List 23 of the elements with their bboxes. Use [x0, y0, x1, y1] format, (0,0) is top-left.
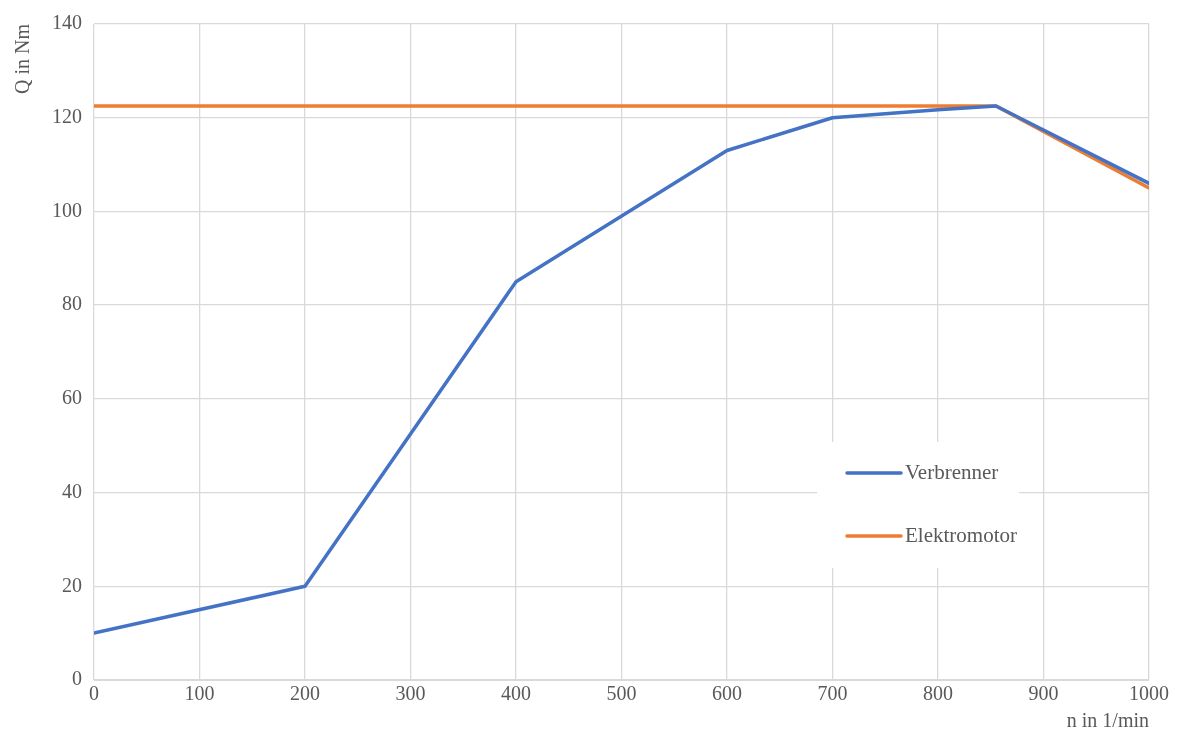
- x-tick-label: 400: [501, 682, 531, 705]
- y-tick-label: 100: [52, 198, 82, 221]
- x-tick-label: 900: [1028, 682, 1059, 705]
- y-tick-label: 40: [62, 479, 82, 502]
- y-tick-label: 80: [62, 292, 82, 315]
- legend-label: Verbrenner: [905, 459, 999, 484]
- y-tick-label: 0: [72, 667, 82, 690]
- x-axis-title: n in 1/min: [1066, 709, 1149, 732]
- x-tick-label: 200: [290, 682, 320, 705]
- x-tick-label: 600: [712, 682, 742, 705]
- y-tick-label: 120: [52, 104, 82, 127]
- x-tick-label: 100: [184, 682, 215, 705]
- x-tick-label: 800: [923, 682, 953, 705]
- x-tick-label: 0: [89, 682, 99, 705]
- x-tick-label: 300: [395, 682, 426, 705]
- y-tick-label: 20: [62, 573, 82, 596]
- x-tick-label: 700: [817, 682, 848, 705]
- y-tick-label: 60: [62, 386, 82, 409]
- y-tick-label: 140: [52, 11, 82, 34]
- x-tick-label: 1000: [1129, 682, 1169, 705]
- x-tick-label: 500: [606, 682, 637, 705]
- y-axis-title: Q in Nm: [11, 23, 34, 94]
- legend-label: Elektromotor: [905, 522, 1018, 547]
